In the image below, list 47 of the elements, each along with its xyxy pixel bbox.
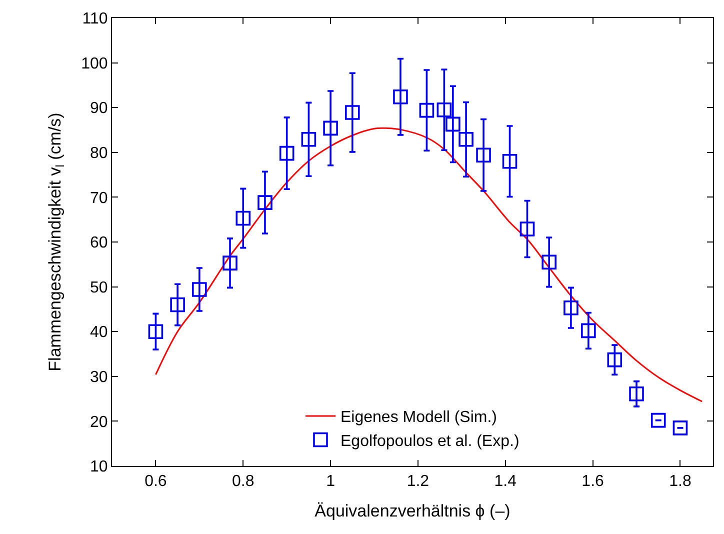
point — [258, 195, 272, 210]
y-tick-label: 70 — [90, 190, 108, 207]
y-tick-label: 100 — [81, 55, 108, 72]
point — [476, 148, 491, 162]
point — [170, 297, 185, 312]
point — [236, 210, 251, 226]
x-tick-label: 1.8 — [669, 473, 692, 490]
point — [301, 132, 316, 147]
point — [393, 89, 408, 104]
point — [192, 282, 207, 297]
x-tick-label: 0.8 — [232, 473, 254, 490]
point — [323, 120, 338, 136]
x-axis-title: Äquivalenzverhältnis ϕ (–) — [314, 502, 510, 521]
y-tick-label: 30 — [90, 369, 108, 386]
x-tick-label: 0.6 — [144, 473, 167, 490]
y-tick-label: 90 — [90, 100, 108, 118]
y-tick-label: 50 — [90, 279, 108, 296]
point — [458, 132, 474, 147]
point — [345, 105, 360, 120]
legend-label: Eigenes Modell (Sim.) — [340, 409, 497, 426]
y-tick-label: 80 — [90, 145, 108, 162]
point — [650, 412, 666, 428]
point — [279, 146, 294, 161]
point — [222, 256, 238, 270]
point — [520, 222, 535, 236]
y-tick-label: 40 — [90, 324, 108, 342]
x-tick-label: 1.4 — [494, 473, 517, 490]
y-tick-label: 60 — [90, 234, 108, 252]
point — [581, 323, 596, 338]
point — [542, 254, 556, 270]
y-tick-label: 20 — [90, 414, 108, 431]
line-series — [154, 127, 703, 402]
x-tick-label: 1.2 — [406, 473, 430, 490]
point — [148, 324, 164, 339]
y-tick-label: 10 — [90, 458, 108, 476]
x-tick-label: 1 — [326, 473, 336, 490]
point — [672, 420, 688, 436]
y-tick-label: 110 — [82, 10, 108, 28]
point — [436, 102, 452, 118]
point — [607, 352, 622, 368]
point — [564, 300, 578, 316]
point — [446, 116, 460, 132]
point — [629, 386, 644, 402]
point — [502, 154, 518, 169]
legend-label: Egolfopoulos et al. (Exp.) — [340, 432, 520, 450]
point — [419, 102, 434, 118]
x-tick-label: 1.6 — [582, 473, 604, 490]
